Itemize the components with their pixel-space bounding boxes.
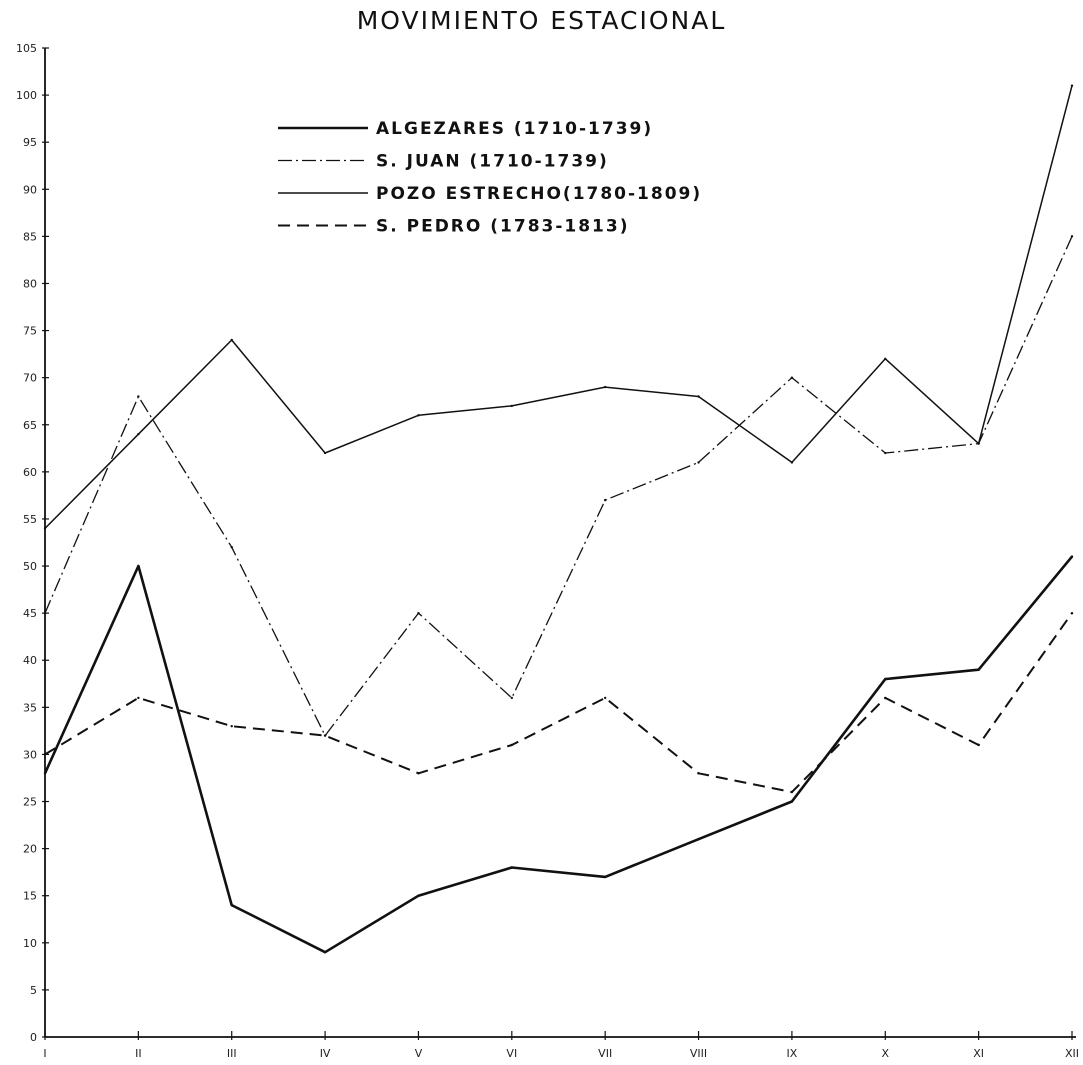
- x-tick-label: I: [43, 1047, 46, 1060]
- series-1-point: [603, 875, 607, 879]
- y-tick-label: 25: [23, 796, 37, 809]
- series-1-point: [43, 772, 47, 775]
- series-2-point: [1070, 235, 1074, 238]
- series-line-2: [44, 236, 1073, 737]
- y-tick-label: 65: [23, 419, 37, 432]
- series-3-point: [323, 451, 327, 455]
- series-1-point: [697, 838, 700, 841]
- x-tick-label: XI: [973, 1047, 984, 1060]
- series-2-point: [417, 611, 420, 615]
- series-3-point: [230, 338, 233, 342]
- y-tick-label: 5: [30, 984, 37, 997]
- y-tick-label: 40: [23, 654, 37, 667]
- x-tick-label: VIII: [690, 1047, 707, 1060]
- y-tick-label: 30: [23, 748, 37, 761]
- series-2-point: [230, 546, 233, 549]
- y-axis-ticks: 0 5 10 15 20 25 30 35 40 45 50 55 60 65 70 75 80 85 90 95 10…: [16, 42, 49, 1044]
- series-1-point: [323, 951, 327, 954]
- y-tick-label: 70: [23, 372, 37, 385]
- series-3-point: [790, 461, 794, 464]
- series-2-point: [790, 376, 794, 379]
- x-tick-label: II: [135, 1047, 142, 1060]
- series-line-4: [44, 612, 1073, 794]
- legend-label-2: S. JUAN (1710-1739): [376, 152, 609, 172]
- y-tick-label: 10: [23, 937, 37, 950]
- x-tick-label: IX: [787, 1047, 798, 1060]
- series-3-point: [43, 527, 47, 530]
- x-tick-label: XII: [1065, 1047, 1079, 1060]
- series-1-point: [417, 894, 420, 897]
- series-3-point: [977, 442, 980, 445]
- legend-label-4: S. PEDRO (1783-1813): [376, 217, 630, 237]
- series-4-point: [323, 734, 327, 737]
- x-tick-label: VII: [598, 1047, 612, 1060]
- y-tick-label: 60: [23, 466, 37, 479]
- series-3-point: [417, 414, 420, 417]
- series-line-1: [43, 555, 1074, 954]
- series-1-point: [510, 866, 514, 869]
- x-tick-label: V: [415, 1047, 423, 1060]
- series-4-point: [1070, 611, 1074, 615]
- x-axis-ticks: I II III IV V VI VII VIII IX X XI XII: [43, 1031, 1079, 1060]
- series-2-point: [510, 696, 514, 700]
- y-tick-label: 15: [23, 890, 37, 903]
- y-tick-label: 35: [23, 701, 37, 714]
- series-1-point: [1070, 555, 1074, 558]
- series-4-point: [43, 753, 47, 756]
- y-tick-label: 55: [23, 513, 37, 526]
- series-2-point: [603, 498, 607, 502]
- series-4-point: [230, 724, 233, 728]
- y-tick-label: 100: [16, 89, 37, 102]
- y-tick-label: 0: [30, 1031, 37, 1044]
- x-tick-label: VI: [506, 1047, 517, 1060]
- chart-title: MOVIMIENTO ESTACIONAL: [356, 6, 727, 35]
- y-tick-label: 50: [23, 560, 37, 573]
- y-tick-label: 45: [23, 607, 37, 620]
- series-lines: [43, 84, 1074, 954]
- series-2-point: [43, 611, 47, 615]
- series-3-point: [1070, 84, 1074, 87]
- series-4-point: [510, 743, 514, 747]
- series-1-point: [137, 564, 140, 568]
- series-1-point: [230, 903, 233, 907]
- series-3-point: [603, 385, 607, 389]
- series-3-point: [510, 404, 514, 408]
- y-tick-label: 20: [23, 843, 37, 856]
- y-tick-label: 95: [23, 136, 37, 149]
- series-2-point: [137, 395, 140, 398]
- series-2-point: [697, 461, 700, 464]
- x-tick-label: III: [227, 1047, 237, 1060]
- legend: ALGEZARES (1710-1739) S. JUAN (1710-1739)…: [278, 119, 702, 237]
- series-3-point: [697, 395, 700, 398]
- series-2-point: [884, 451, 887, 455]
- legend-label-1: ALGEZARES (1710-1739): [376, 119, 653, 139]
- y-tick-label: 90: [23, 183, 37, 196]
- series-1-point: [790, 800, 794, 803]
- series-3-point: [137, 432, 140, 436]
- series-4-point: [603, 696, 607, 700]
- series-line-3: [44, 85, 1073, 529]
- legend-label-3: POZO ESTRECHO(1780-1809): [376, 184, 702, 204]
- series-1-point: [884, 677, 887, 681]
- series-4-point: [137, 696, 140, 700]
- x-tick-label: IV: [320, 1047, 331, 1060]
- series-4-point: [417, 772, 420, 775]
- series-4-point: [884, 696, 887, 700]
- axes: [44, 48, 1076, 1038]
- series-4-point: [697, 772, 700, 775]
- series-4-point: [790, 790, 794, 794]
- y-tick-label: 85: [23, 230, 37, 243]
- series-1-point: [977, 668, 980, 671]
- series-3-point: [884, 357, 887, 361]
- y-tick-label: 80: [23, 277, 37, 290]
- y-tick-label: 75: [23, 325, 37, 338]
- y-tick-label: 105: [16, 42, 37, 55]
- series-4-point: [977, 743, 980, 747]
- x-tick-label: X: [881, 1047, 889, 1060]
